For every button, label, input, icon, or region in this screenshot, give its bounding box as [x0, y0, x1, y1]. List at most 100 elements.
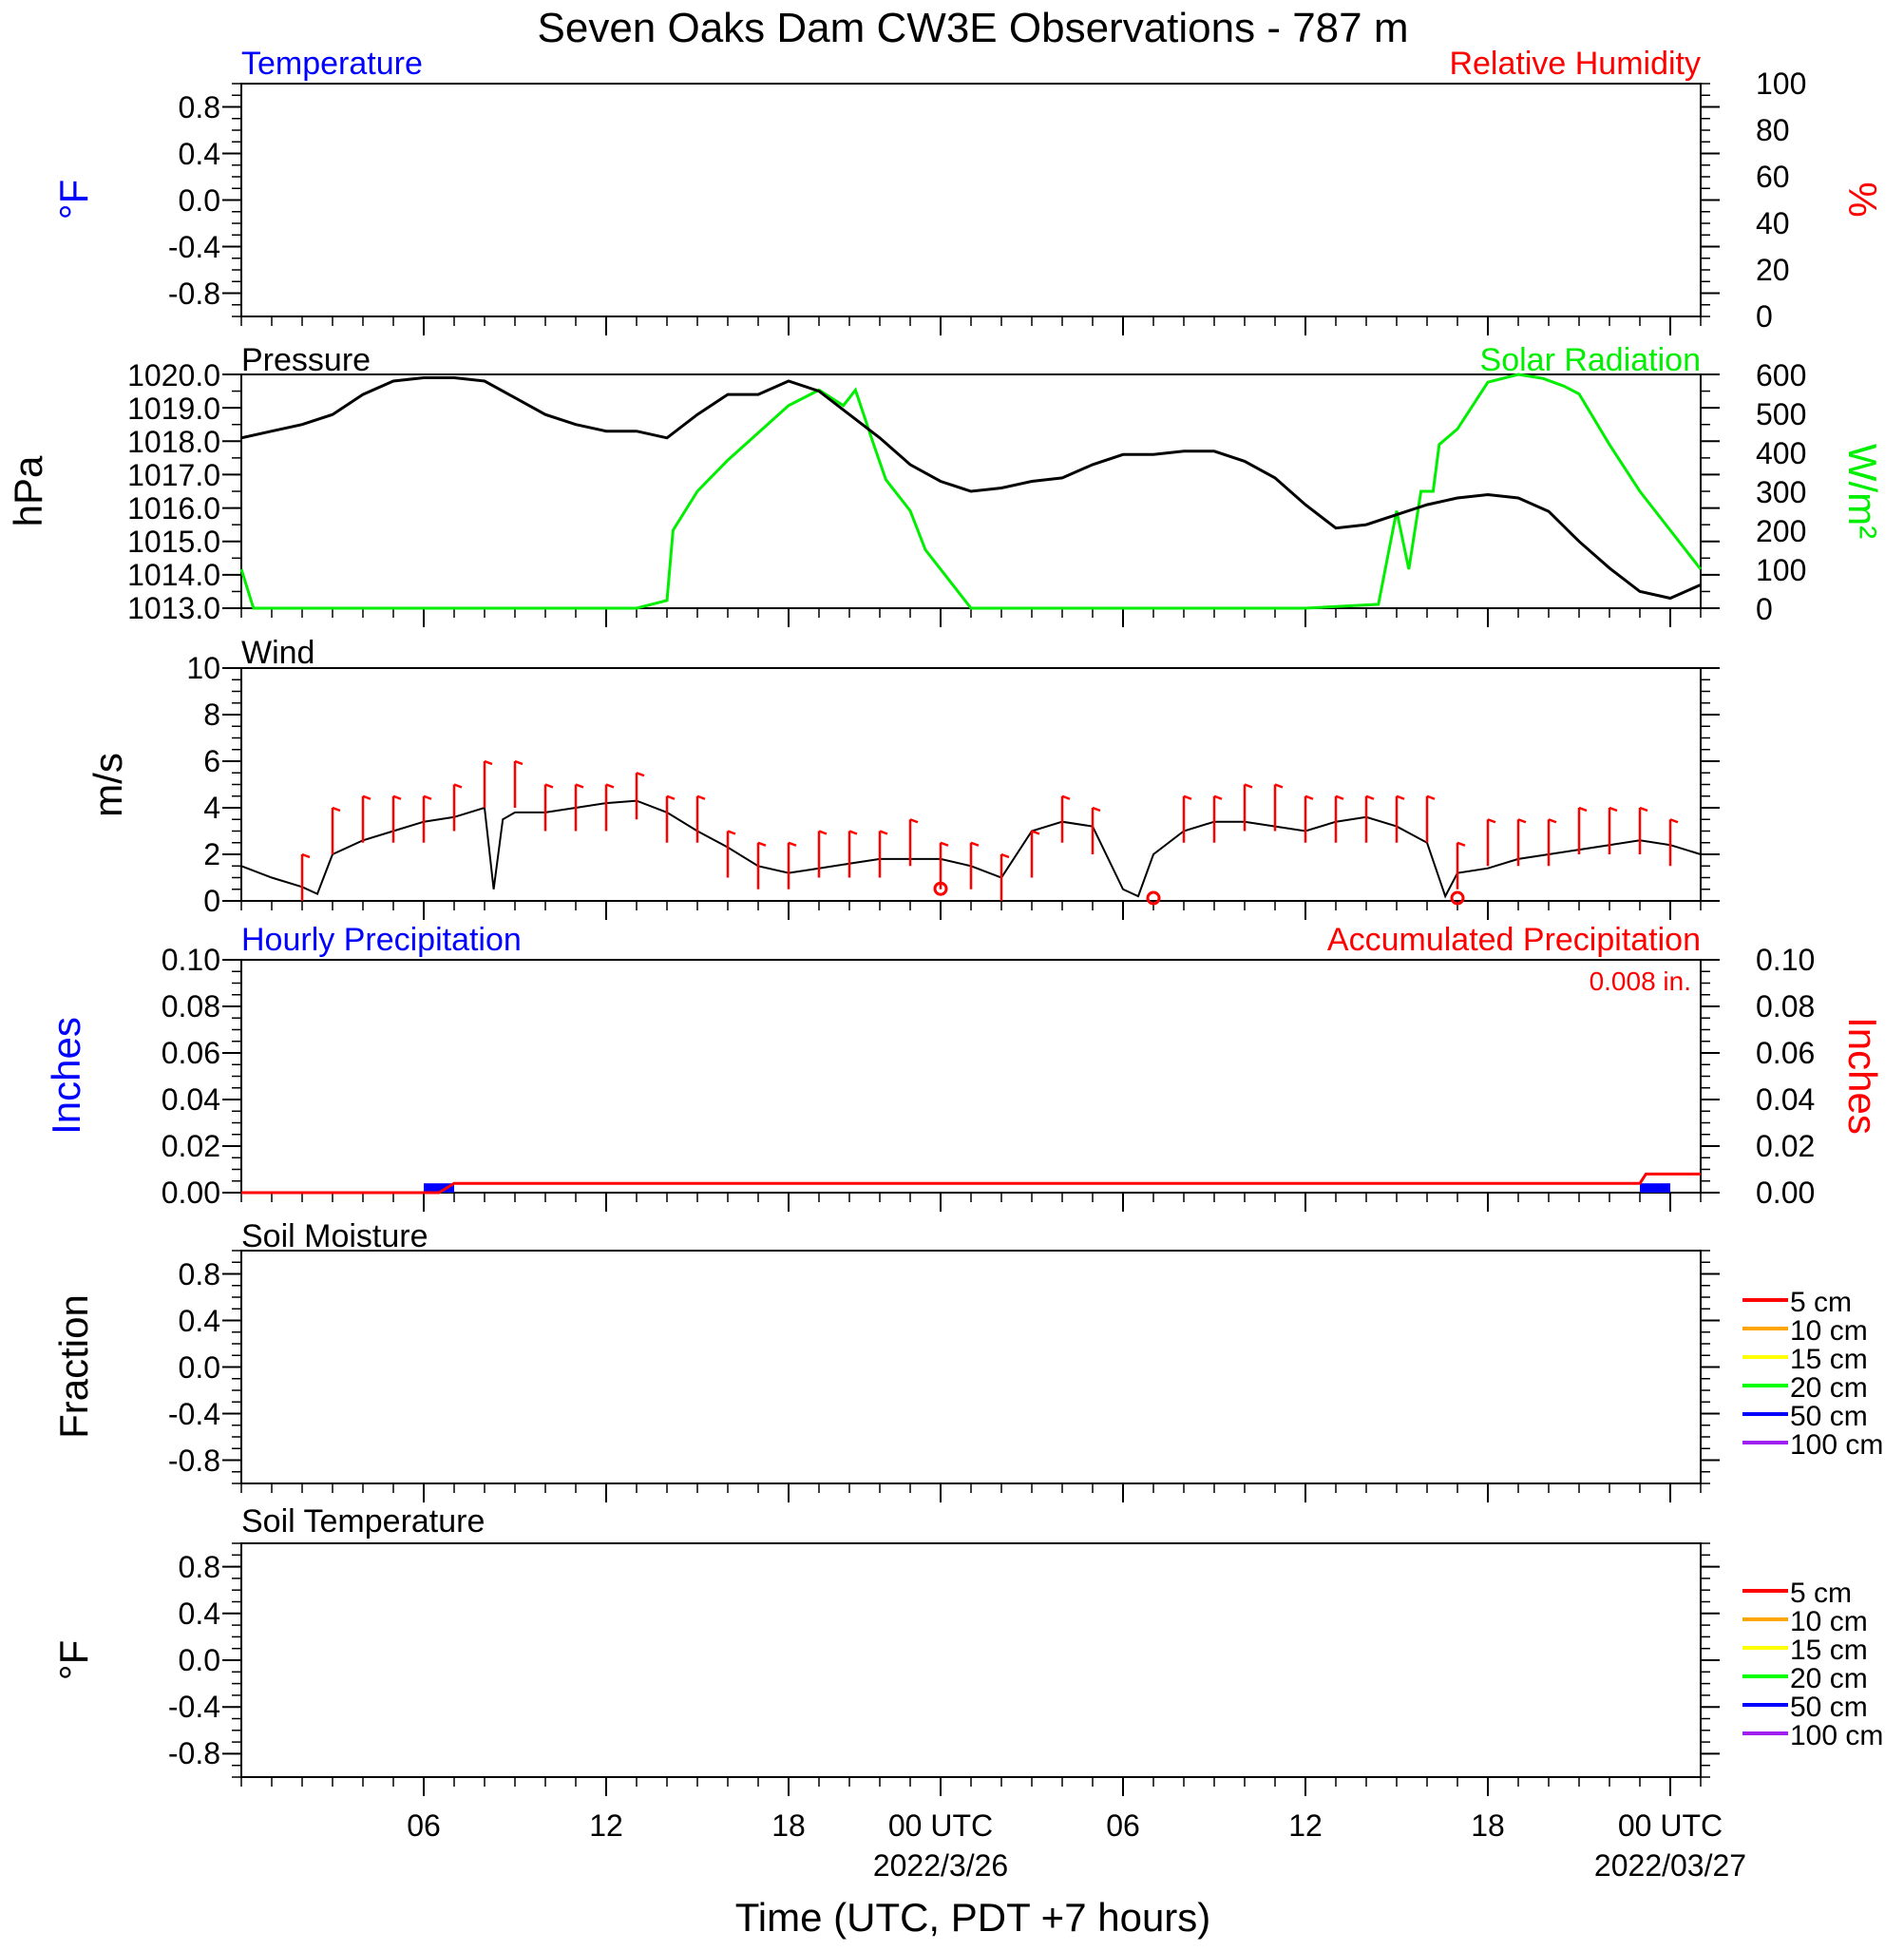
wind-barb-flag [970, 841, 980, 847]
x-date-label: 2022/3/26 [873, 1848, 1008, 1883]
tick-label: 0.00 [1756, 1176, 1815, 1210]
hourly-precip-bar [424, 1183, 454, 1193]
wind-title: Wind [241, 635, 314, 671]
legend-label: 15 cm [1790, 1635, 1868, 1666]
soil-moisture-left-ticks: 0.8 0.4 0.0 -0.4 -0.8 [168, 1257, 220, 1478]
tick-label: 20 [1756, 253, 1790, 287]
pressure-ylabel: hPa [6, 455, 50, 526]
humidity-ylabel: % [1840, 182, 1885, 217]
tick-label: 60 [1756, 160, 1790, 194]
tick-label: 0.06 [162, 1036, 220, 1070]
soil-temperature-title: Soil Temperature [241, 1503, 485, 1540]
tick-label: 100 [1756, 67, 1806, 101]
wind-barb-flag [727, 830, 736, 835]
wind-barb-flag [818, 830, 828, 835]
tick-label: 1014.0 [127, 558, 220, 592]
tick-label: 0.08 [162, 989, 220, 1023]
x-tick-label: 12 [1288, 1808, 1323, 1843]
tick-label: 10 [186, 651, 220, 685]
tick-label: 0.08 [1756, 989, 1815, 1023]
x-tick-label: 18 [771, 1808, 806, 1843]
wind-barb-flag [1396, 794, 1405, 800]
figure-title: Seven Oaks Dam CW3E Observations - 787 m [538, 5, 1409, 51]
wind-barb-flag [392, 794, 402, 800]
wind-barb-flag [605, 783, 615, 789]
tick-label: -0.4 [168, 1397, 220, 1431]
tick-label: 0.8 [179, 1550, 220, 1584]
tick-label: 1013.0 [127, 591, 220, 625]
legend-label: 20 cm [1790, 1372, 1868, 1404]
tick-label: 0.0 [179, 1350, 220, 1385]
soil-moisture-panel: Soil Moisture Fraction 0.8 0.4 0.0 -0.4 … [51, 1218, 1883, 1484]
tick-label: 0.4 [179, 137, 220, 171]
wind-barb-flag [1000, 852, 1010, 859]
wind-barb-flag [1487, 818, 1496, 824]
pressure-line [240, 376, 1702, 601]
hourly-precip-title: Hourly Precipitation [241, 922, 522, 958]
tick-label: 0.0 [179, 1643, 220, 1677]
wind-barb-flag [423, 794, 432, 800]
soil-moisture-ylabel: Fraction [51, 1294, 96, 1439]
tick-label: 1017.0 [127, 458, 220, 492]
tick-label: 2 [203, 837, 220, 871]
wind-barb-flag [1213, 794, 1223, 800]
x-tick-label: 06 [407, 1808, 441, 1843]
x-tick-label: 00 UTC [1618, 1808, 1723, 1843]
solar-radiation-line [239, 373, 1703, 610]
legend-label: 20 cm [1790, 1663, 1868, 1694]
solar-right-ticks: 600 500 400 300 200 100 0 [1756, 358, 1806, 626]
legend-label: 5 cm [1790, 1578, 1852, 1609]
legend-label: 10 cm [1790, 1606, 1868, 1637]
soil-temperature-panel: Soil Temperature °F 0.8 0.4 0.0 -0.4 -0.… [51, 1503, 1883, 1778]
tick-label: 0.4 [179, 1304, 220, 1338]
wind-barb-flag [1517, 818, 1527, 824]
wind-barb-flag [666, 794, 676, 800]
temperature-panel: Temperature Relative Humidity °F % 0.8 0… [51, 46, 1885, 334]
wind-barb-flag [484, 759, 493, 766]
wind-barb-flag [1061, 794, 1071, 800]
tick-label: 4 [203, 791, 220, 825]
tick-label: 0.8 [179, 90, 220, 124]
humidity-title: Relative Humidity [1449, 46, 1701, 82]
wind-barb-flag [514, 759, 524, 766]
wind-barb-flag [544, 783, 554, 789]
tick-label: 0.04 [162, 1082, 220, 1117]
data-series [239, 373, 1703, 1195]
wind-barb-flag [696, 794, 706, 800]
tick-label: 0.8 [179, 1257, 220, 1291]
wind-barb-flag [301, 852, 311, 859]
wind-barb-flag [1669, 818, 1679, 824]
pressure-panel: Pressure Solar Radiation hPa W/m² 1020.0… [6, 342, 1885, 626]
wind-barb-flag [848, 830, 858, 835]
wind-ylabel: m/s [86, 753, 130, 817]
wind-barb-flag [1457, 841, 1466, 847]
axis-ticks [222, 83, 1720, 1796]
legend-label: 10 cm [1790, 1315, 1868, 1347]
wind-barb-flag [1335, 794, 1344, 800]
tick-label: 0 [1756, 299, 1773, 334]
legend-label: 100 cm [1790, 1429, 1883, 1461]
wind-barb-flag [1031, 830, 1040, 835]
calm-wind-marker [1450, 890, 1465, 906]
soil-temperature-legend: 5 cm 10 cm 15 cm 20 cm 50 cm 100 cm [1742, 1578, 1883, 1751]
x-axis-label: Time (UTC, PDT +7 hours) [735, 1895, 1211, 1940]
accum-precip-total: 0.008 in. [1590, 966, 1691, 996]
wind-barb-flag [453, 783, 463, 789]
accum-precip-ylabel: Inches [1840, 1017, 1885, 1135]
soil-moisture-plot-area [240, 1250, 1702, 1484]
x-tick-label: 06 [1106, 1808, 1140, 1843]
tick-label: 0.00 [162, 1176, 220, 1210]
temperature-title: Temperature [241, 46, 423, 82]
humidity-right-ticks: 100 80 60 40 20 0 [1756, 67, 1806, 334]
wind-barb-flag [1244, 783, 1253, 789]
legend-label: 50 cm [1790, 1401, 1868, 1432]
wind-barb-flag [636, 772, 645, 777]
wind-barb-flag [788, 841, 797, 847]
tick-label: 6 [203, 744, 220, 778]
accum-precip-title: Accumulated Precipitation [1327, 922, 1701, 958]
wind-barb-flag [1426, 794, 1436, 800]
legend-label: 5 cm [1790, 1287, 1852, 1318]
x-axis-tick-labels: 06 12 18 00 UTC 2022/3/26 06 12 18 00 UTC 2022/03… [407, 1808, 1746, 1883]
legend-label: 50 cm [1790, 1692, 1868, 1723]
